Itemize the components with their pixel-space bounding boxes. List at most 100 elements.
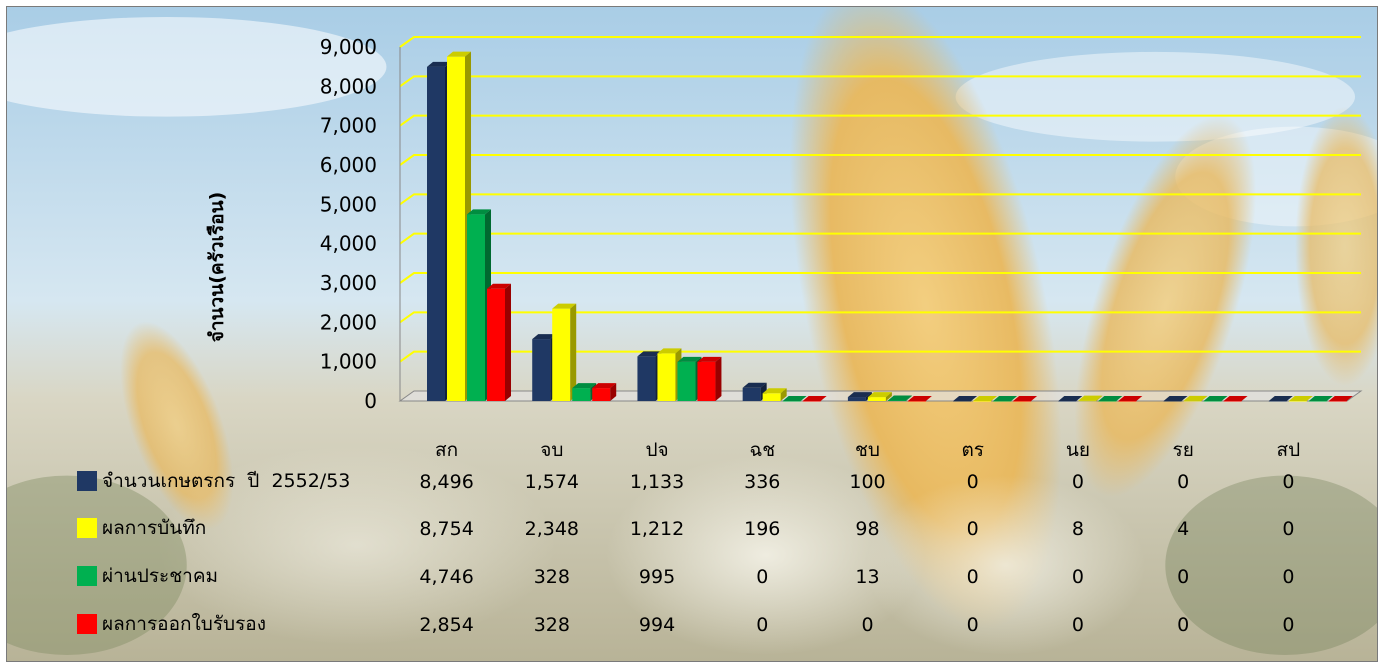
- bar-top: [637, 351, 662, 357]
- bar-front: [487, 288, 505, 401]
- bar-front: [802, 401, 821, 402]
- table-cell: 0: [966, 518, 979, 540]
- table-cell: 0: [1071, 566, 1084, 588]
- bar-side: [505, 283, 511, 401]
- bar-front: [657, 353, 676, 401]
- table-cell: 994: [638, 614, 676, 636]
- table-cell: 8,754: [419, 518, 474, 540]
- gridline: [399, 272, 1361, 284]
- y-tick-label: 0: [364, 389, 377, 413]
- legend-label: ผ่านประชาคม: [102, 565, 219, 587]
- bar: [973, 396, 998, 402]
- gridline: [399, 232, 1361, 245]
- legend-entry: จำนวนเกษตรกร ปี 2552/53: [77, 469, 350, 493]
- legend-label: จำนวนเกษตรกร ปี 2552/53: [102, 470, 351, 492]
- bar-front: [592, 388, 611, 401]
- table-cell: 336: [744, 471, 781, 493]
- category-label: ตร: [961, 439, 984, 461]
- gridline: [399, 193, 1361, 206]
- bar-front: [427, 66, 445, 401]
- bar-side: [715, 356, 722, 401]
- table-cell: 995: [638, 566, 676, 588]
- bar: [1268, 396, 1293, 402]
- bar-front: [532, 339, 551, 401]
- bar-top: [742, 382, 767, 388]
- gridline: [399, 350, 1361, 363]
- bar: [993, 396, 1018, 402]
- table-cell: 0: [1071, 614, 1084, 636]
- bar: [1118, 396, 1143, 402]
- bar: [1203, 396, 1228, 402]
- gridline: [399, 154, 1361, 166]
- y-tick-label: 1,000: [320, 350, 377, 374]
- legend-entry: ผลการบันทึก: [77, 516, 206, 540]
- category-label: รย: [1172, 439, 1194, 461]
- bar: [1288, 396, 1313, 402]
- bar: [592, 383, 617, 401]
- bar-front: [1268, 401, 1287, 402]
- bar-front: [1183, 400, 1202, 402]
- bar-front: [552, 308, 571, 401]
- bar-top: [1203, 396, 1228, 401]
- bar: [762, 388, 787, 401]
- bar: [1163, 396, 1188, 402]
- gridline: [399, 114, 1361, 127]
- bar-top: [592, 383, 617, 389]
- y-tick-label: 6,000: [320, 153, 377, 177]
- category-label: ปจ: [645, 439, 669, 461]
- table-cell: 0: [1282, 614, 1295, 636]
- bar-front: [1328, 401, 1347, 402]
- table-cell: 2,854: [419, 614, 474, 636]
- bar-top: [467, 209, 491, 215]
- legend-swatch: [77, 518, 97, 538]
- gridline: [399, 36, 1361, 48]
- bar-front: [1223, 401, 1242, 402]
- bar-chart: 0 1,000 2,000 3,000 4,000 5,000 6,000 7,000 8,00…: [320, 35, 1363, 413]
- y-tick-label: 2,000: [320, 310, 377, 334]
- bar-top: [907, 396, 932, 401]
- bar-top: [1268, 396, 1293, 401]
- bar-top: [487, 283, 511, 289]
- bar: [697, 356, 722, 401]
- table-cell: 8: [1071, 518, 1084, 540]
- chart-frame: 0 1,000 2,000 3,000 4,000 5,000 6,000 7,000 8,00…: [6, 6, 1378, 662]
- table-cell: 0: [861, 614, 874, 636]
- gridlines: [399, 36, 1361, 363]
- table-cell: 0: [1282, 566, 1295, 588]
- bar-top: [782, 396, 807, 401]
- bar-top: [1118, 396, 1143, 401]
- table-cell: 0: [966, 566, 979, 588]
- table-cell: 4: [1177, 518, 1190, 540]
- bar-front: [847, 397, 866, 401]
- bar: [907, 396, 932, 402]
- bar-top: [953, 396, 978, 401]
- bar-top: [697, 356, 722, 362]
- bar-front: [1078, 400, 1097, 402]
- bar-top: [657, 348, 682, 354]
- legend-swatch: [77, 614, 97, 634]
- bar: [1078, 395, 1103, 402]
- y-tick-label: 8,000: [320, 74, 377, 98]
- bar-front: [677, 361, 696, 401]
- bar-front: [637, 356, 656, 401]
- category-label: สก: [435, 439, 459, 461]
- bar-top: [1223, 396, 1248, 401]
- category-label: ชบ: [855, 439, 880, 461]
- bar-front: [697, 361, 716, 401]
- table-cell: 2,348: [524, 518, 580, 540]
- bar-top: [532, 334, 557, 340]
- table-cell: 0: [1071, 471, 1084, 493]
- bar-top: [993, 396, 1018, 401]
- bar-side: [905, 395, 912, 401]
- bar-front: [467, 214, 485, 401]
- bar-top: [973, 396, 998, 401]
- bar-top: [867, 392, 892, 398]
- bar-front: [867, 397, 886, 401]
- y-tick-labels: 0 1,000 2,000 3,000 4,000 5,000 6,000 7,000 8,00…: [320, 35, 377, 413]
- bar-top: [1328, 396, 1353, 401]
- table-cell: 328: [533, 566, 570, 588]
- y-tick-label: 4,000: [320, 232, 377, 256]
- bar: [552, 303, 577, 401]
- y-tick-label: 7,000: [320, 114, 377, 138]
- bar-front: [953, 401, 972, 402]
